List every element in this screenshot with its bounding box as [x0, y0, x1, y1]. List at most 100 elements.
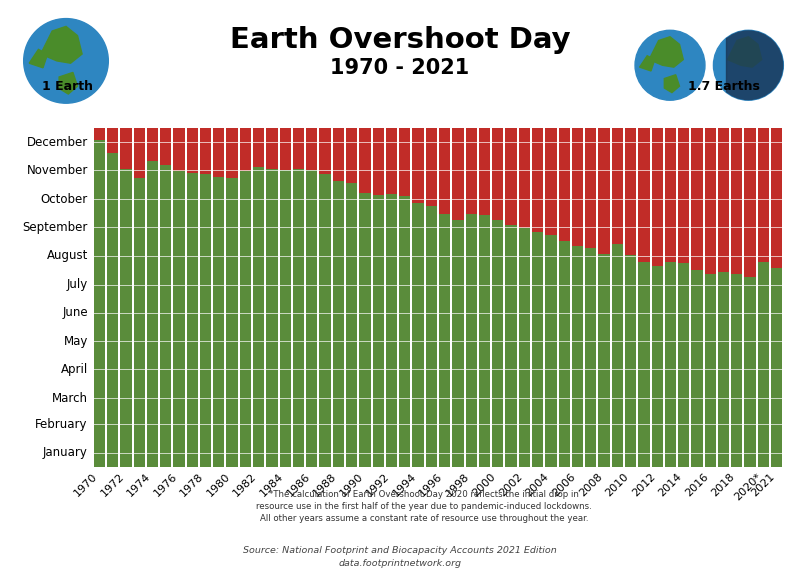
Bar	[373, 128, 384, 194]
Bar	[758, 262, 769, 467]
Bar	[186, 128, 198, 173]
Bar	[399, 128, 410, 197]
Bar	[758, 128, 769, 262]
Bar	[200, 128, 211, 174]
Bar	[452, 128, 463, 220]
Polygon shape	[649, 37, 683, 67]
Bar	[386, 194, 397, 467]
Bar	[705, 274, 716, 467]
Bar	[319, 174, 330, 467]
Bar	[439, 128, 450, 214]
Bar	[200, 174, 211, 467]
Polygon shape	[41, 27, 82, 63]
Bar	[492, 128, 503, 220]
Bar	[226, 128, 238, 178]
Bar	[134, 128, 145, 178]
Bar	[532, 128, 543, 232]
Bar	[625, 128, 636, 255]
Polygon shape	[29, 49, 48, 68]
Bar	[678, 128, 690, 263]
Bar	[373, 194, 384, 467]
Circle shape	[635, 30, 705, 100]
Bar	[266, 128, 278, 169]
Bar	[479, 128, 490, 215]
Bar	[452, 220, 463, 467]
Bar	[506, 128, 517, 225]
Bar	[186, 173, 198, 467]
Text: Source: National Footprint and Biocapacity Accounts 2021 Edition
data.footprintn: Source: National Footprint and Biocapaci…	[243, 546, 557, 568]
Bar	[572, 128, 583, 246]
Bar	[174, 171, 185, 467]
Bar	[731, 274, 742, 467]
Polygon shape	[59, 72, 78, 94]
Text: *The calculation of Earth Overshoot Day 2020 reflects the initial drop in
resour: *The calculation of Earth Overshoot Day …	[256, 490, 592, 523]
Bar	[293, 169, 304, 467]
Bar	[333, 180, 344, 467]
Bar	[479, 215, 490, 467]
Bar	[638, 262, 650, 467]
Bar	[280, 128, 291, 171]
Bar	[625, 255, 636, 467]
Bar	[665, 128, 676, 262]
Bar	[253, 128, 264, 166]
Bar	[572, 246, 583, 467]
Bar	[771, 268, 782, 467]
Bar	[319, 128, 330, 174]
Circle shape	[714, 30, 783, 100]
Bar	[651, 128, 663, 266]
Polygon shape	[640, 56, 654, 71]
Bar	[745, 277, 756, 467]
Bar	[466, 214, 477, 467]
Bar	[386, 128, 397, 194]
Bar	[94, 140, 105, 467]
Bar	[266, 169, 278, 467]
Text: Earth Overshoot Day: Earth Overshoot Day	[230, 26, 570, 54]
Text: 1.7 Earths: 1.7 Earths	[688, 80, 760, 93]
Text: 1 Earth: 1 Earth	[42, 80, 94, 93]
Bar	[678, 263, 690, 467]
Bar	[718, 271, 730, 467]
Bar	[160, 128, 171, 165]
Bar	[546, 235, 557, 467]
Bar	[413, 203, 424, 467]
Bar	[107, 153, 118, 467]
Bar	[718, 128, 730, 271]
Bar	[293, 128, 304, 169]
Bar	[333, 128, 344, 180]
Bar	[665, 262, 676, 467]
Bar	[612, 128, 623, 244]
Bar	[94, 128, 105, 140]
Bar	[518, 228, 530, 467]
Bar	[426, 206, 437, 467]
Bar	[240, 128, 251, 171]
Bar	[492, 220, 503, 467]
Bar	[359, 193, 370, 467]
Bar	[691, 128, 702, 270]
Bar	[598, 254, 610, 467]
Bar	[506, 225, 517, 467]
Bar	[726, 27, 786, 103]
Bar	[558, 128, 570, 241]
Bar	[120, 128, 131, 169]
Bar	[146, 161, 158, 467]
Bar	[585, 248, 596, 467]
Bar	[546, 128, 557, 235]
Bar	[439, 214, 450, 467]
Bar	[213, 177, 225, 467]
Circle shape	[24, 19, 108, 103]
Bar	[399, 197, 410, 467]
Bar	[146, 128, 158, 161]
Bar	[731, 128, 742, 274]
Bar	[705, 128, 716, 274]
Bar	[585, 128, 596, 248]
Bar	[346, 183, 358, 467]
Bar	[532, 232, 543, 467]
Bar	[107, 128, 118, 153]
Bar	[226, 178, 238, 467]
Bar	[691, 270, 702, 467]
Bar	[745, 128, 756, 277]
Bar	[413, 128, 424, 203]
Bar	[253, 166, 264, 467]
Bar	[638, 128, 650, 262]
Bar	[240, 171, 251, 467]
